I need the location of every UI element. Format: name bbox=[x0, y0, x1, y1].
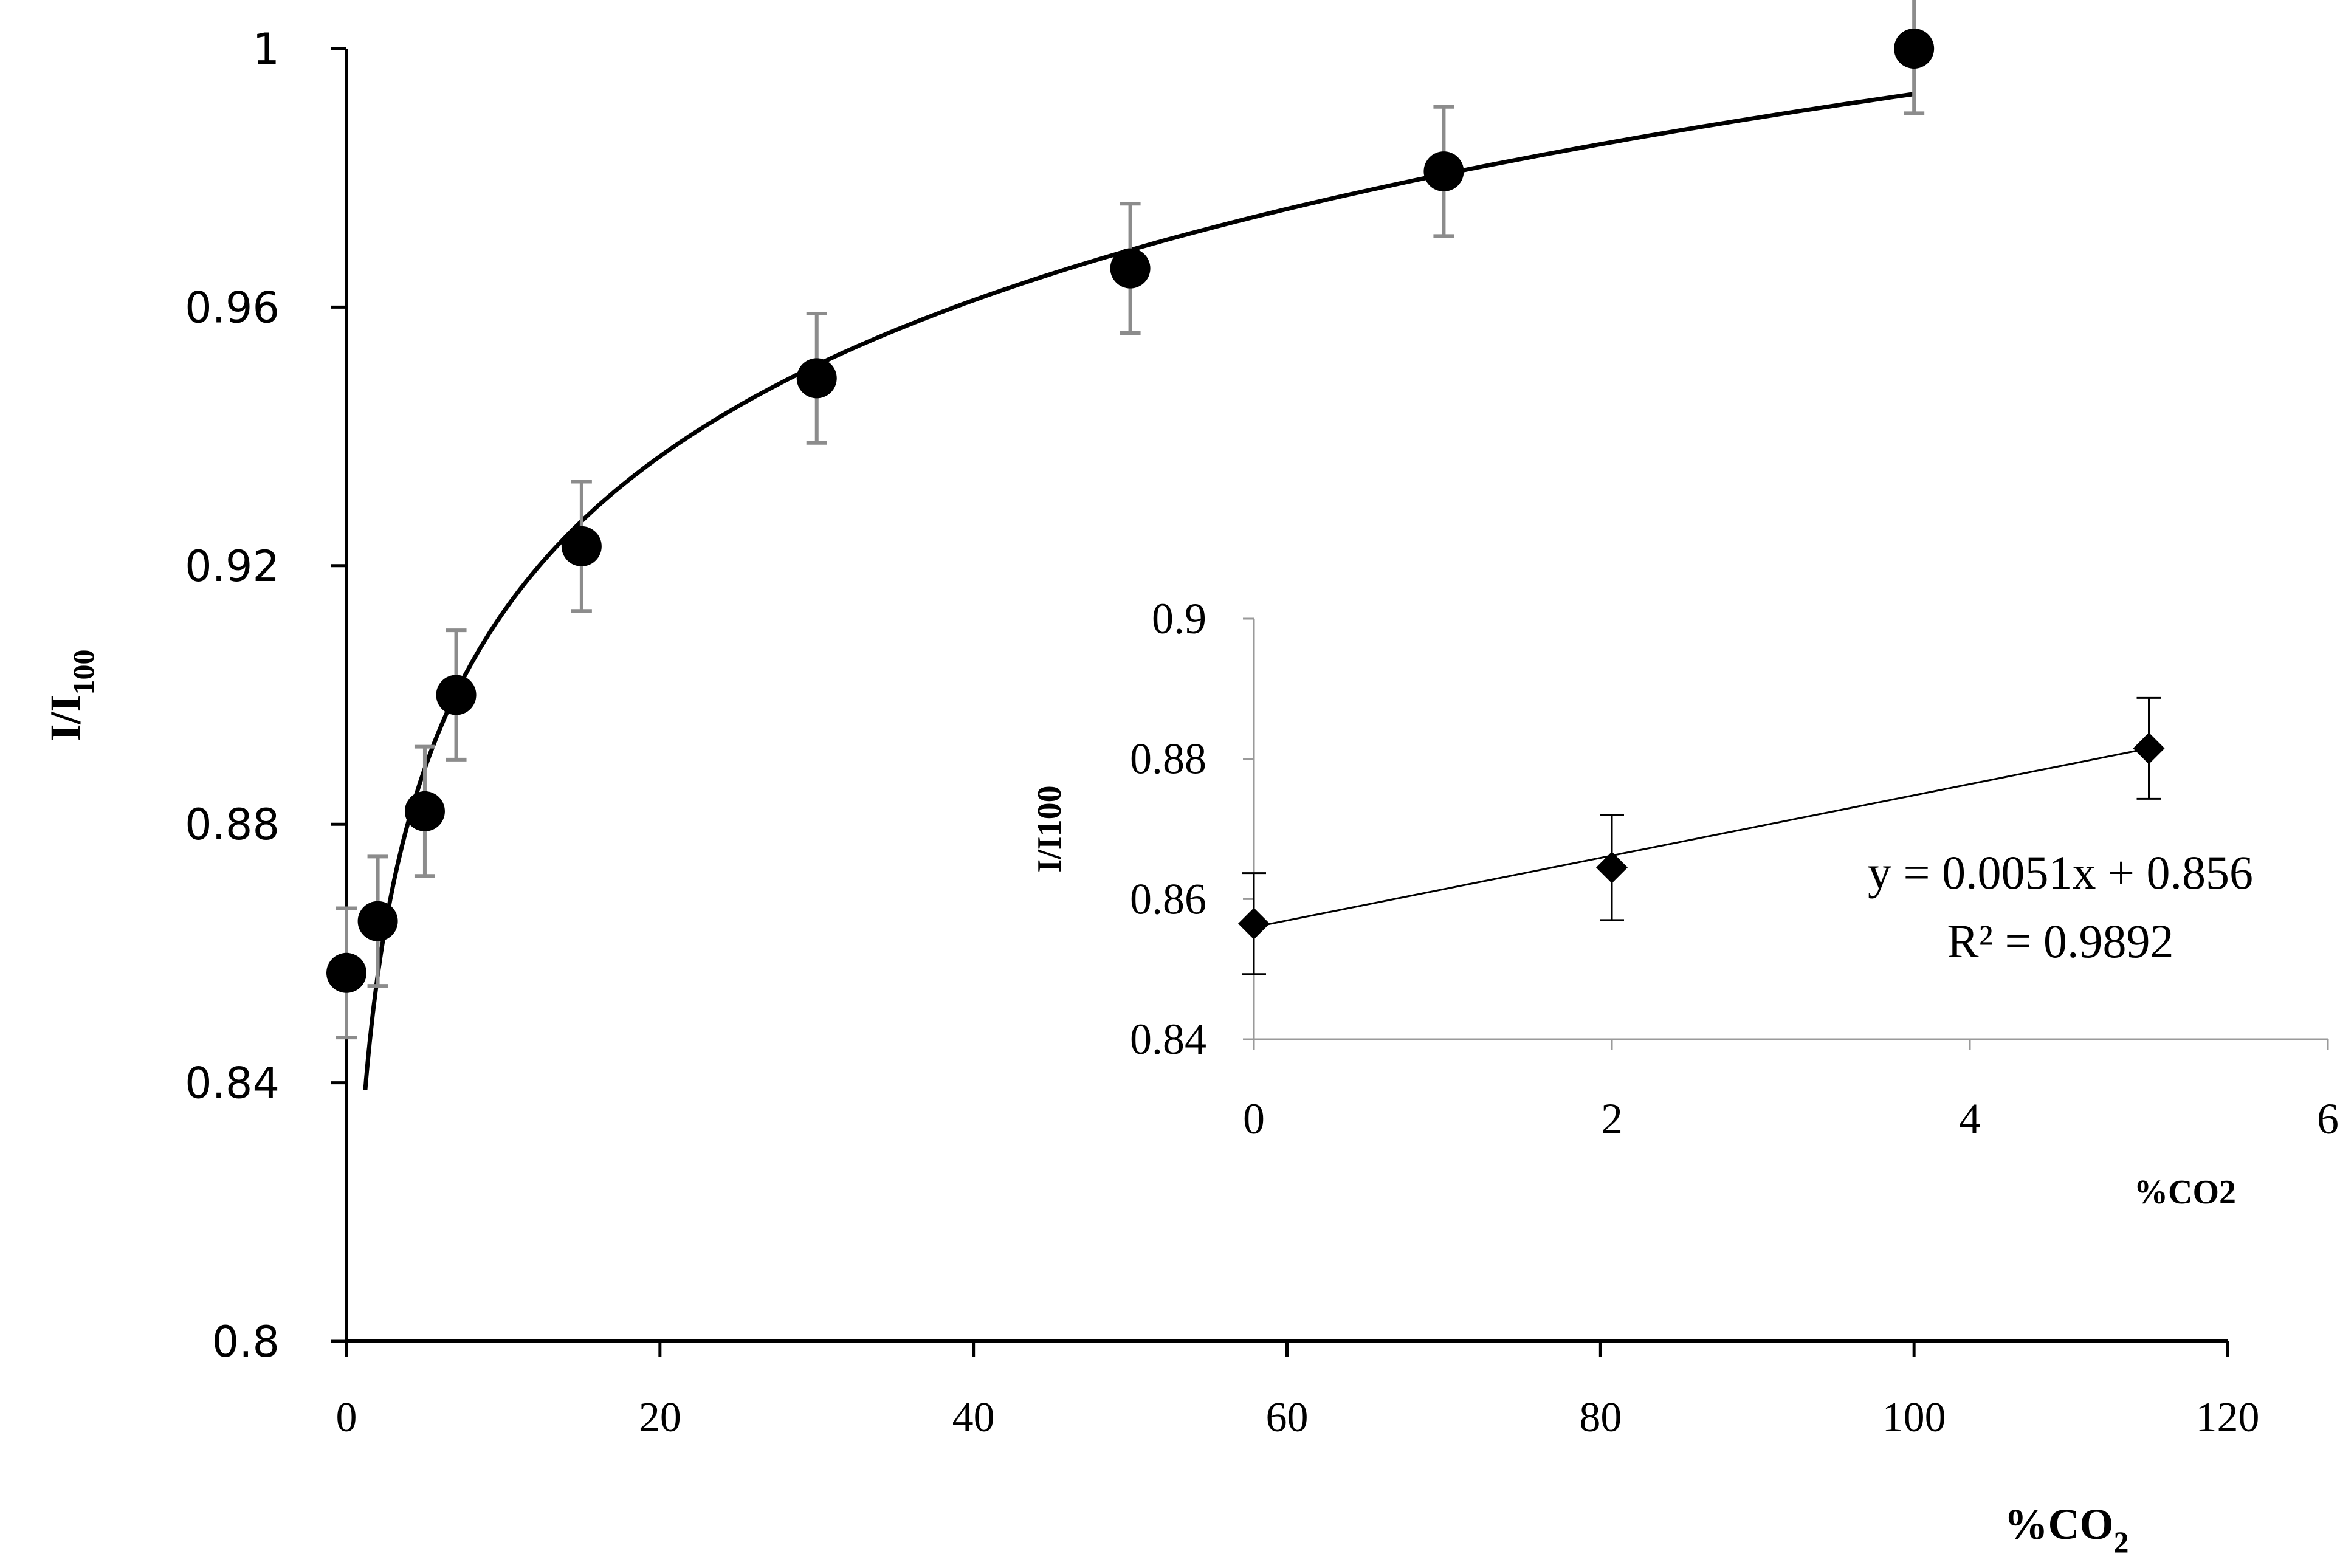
main-x-axis-label: %CO2 bbox=[2004, 1500, 2129, 1559]
inset-axis-ticks: 0.84 0.86 0.88 0.9 0 2 4 6 bbox=[1130, 594, 2339, 1143]
main-y-tick-label: 0.84 bbox=[185, 1059, 280, 1109]
inset-data-point bbox=[2133, 732, 2165, 765]
main-y-axis-label-main: I/I bbox=[41, 695, 90, 741]
r-squared-value: R² = 0.9892 bbox=[1947, 915, 2174, 968]
main-x-tick-label: 100 bbox=[1882, 1394, 1946, 1441]
main-data-point bbox=[357, 901, 398, 941]
main-x-tick-label: 0 bbox=[336, 1394, 357, 1441]
main-data-point bbox=[1110, 248, 1151, 289]
inset-data-points bbox=[1238, 732, 2165, 940]
inset-y-tick-label: 0.9 bbox=[1152, 594, 1206, 643]
main-y-axis-label: I/I100 bbox=[41, 649, 100, 741]
inset-data-point bbox=[1596, 851, 1628, 884]
inset-x-tick-label: 2 bbox=[1601, 1095, 1623, 1143]
main-x-tick-label: 60 bbox=[1266, 1394, 1309, 1441]
inset-y-tick-label: 0.84 bbox=[1130, 1015, 1206, 1064]
inset-y-tick-label: 0.86 bbox=[1130, 875, 1206, 923]
main-log-fit-line bbox=[363, 92, 1915, 1090]
main-data-point bbox=[436, 675, 477, 715]
main-y-tick-label: 0.8 bbox=[212, 1317, 280, 1367]
main-x-tick-label: 120 bbox=[2196, 1394, 2260, 1441]
main-x-tick-label: 80 bbox=[1579, 1394, 1622, 1441]
main-data-points bbox=[326, 29, 1935, 993]
main-x-tick-label: 20 bbox=[639, 1394, 681, 1441]
inset-x-tick-label: 4 bbox=[1959, 1095, 1981, 1143]
main-x-tick-label: 40 bbox=[952, 1394, 995, 1441]
inset-x-axis-label: %CO2 bbox=[2134, 1174, 2236, 1211]
inset-x-tick-label: 0 bbox=[1243, 1095, 1265, 1143]
main-x-axis-label-main: %CO bbox=[2004, 1500, 2114, 1549]
main-data-point bbox=[1894, 29, 1935, 69]
main-y-tick-label: 0.92 bbox=[185, 542, 280, 591]
main-trendline bbox=[363, 92, 1915, 1090]
main-data-point bbox=[1423, 151, 1464, 192]
main-y-axis-label-subscript: 100 bbox=[66, 649, 100, 695]
inset-chart: 0.84 0.86 0.88 0.9 0 2 4 6 I/I100 %CO2 y = 0.00… bbox=[1031, 594, 2339, 1211]
inset-y-axis-label: I/I100 bbox=[1031, 785, 1068, 872]
main-x-axis-label-subscript: 2 bbox=[2114, 1525, 2129, 1559]
inset-data-point bbox=[1238, 907, 1270, 940]
inset-x-tick-label: 6 bbox=[2317, 1095, 2339, 1143]
trendline-equation: y = 0.0051x + 0.856 bbox=[1868, 846, 2253, 899]
main-data-point bbox=[561, 526, 602, 566]
main-data-point bbox=[796, 358, 837, 399]
main-data-point bbox=[326, 952, 366, 993]
inset-y-tick-label: 0.88 bbox=[1130, 735, 1206, 783]
main-y-tick-label: 0.96 bbox=[185, 283, 280, 332]
inset-linear-fit-line bbox=[1253, 747, 2149, 928]
main-y-tick-label: 0.88 bbox=[185, 800, 280, 850]
main-y-tick-label: 1 bbox=[252, 24, 280, 74]
main-data-point bbox=[404, 791, 445, 831]
inset-trendline bbox=[1253, 747, 2149, 928]
